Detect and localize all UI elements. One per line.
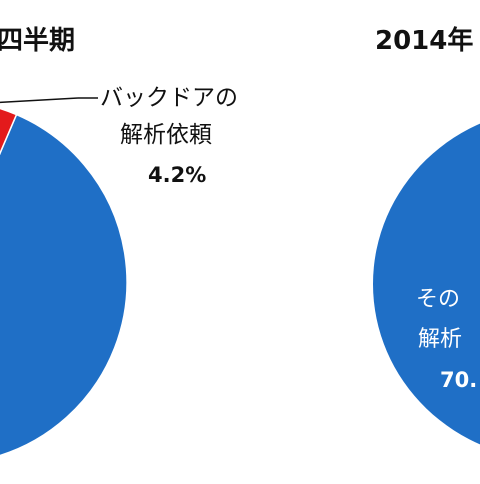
right-chart-title: 2014年 xyxy=(375,25,473,56)
left-chart-title: 四半期 xyxy=(0,26,75,56)
left-pie-callout-percent: 4.2% xyxy=(148,163,206,187)
left-pie-slice-main xyxy=(0,113,128,457)
right-pie-percent-label: 70. xyxy=(440,368,477,392)
right-pie xyxy=(373,123,480,445)
left-pie xyxy=(0,97,128,457)
right-pie-slice-main xyxy=(373,123,480,445)
left-pie-leader-line xyxy=(0,97,79,104)
right-pie-label-line-1: その xyxy=(416,287,460,312)
right-pie-label-line-2: 解析 xyxy=(418,327,462,352)
left-pie-slice-backdoor xyxy=(0,107,18,156)
left-pie-callout-line-2: 解析依頼 xyxy=(120,122,212,148)
left-pie-callout-line-1: バックドアの xyxy=(100,85,238,111)
